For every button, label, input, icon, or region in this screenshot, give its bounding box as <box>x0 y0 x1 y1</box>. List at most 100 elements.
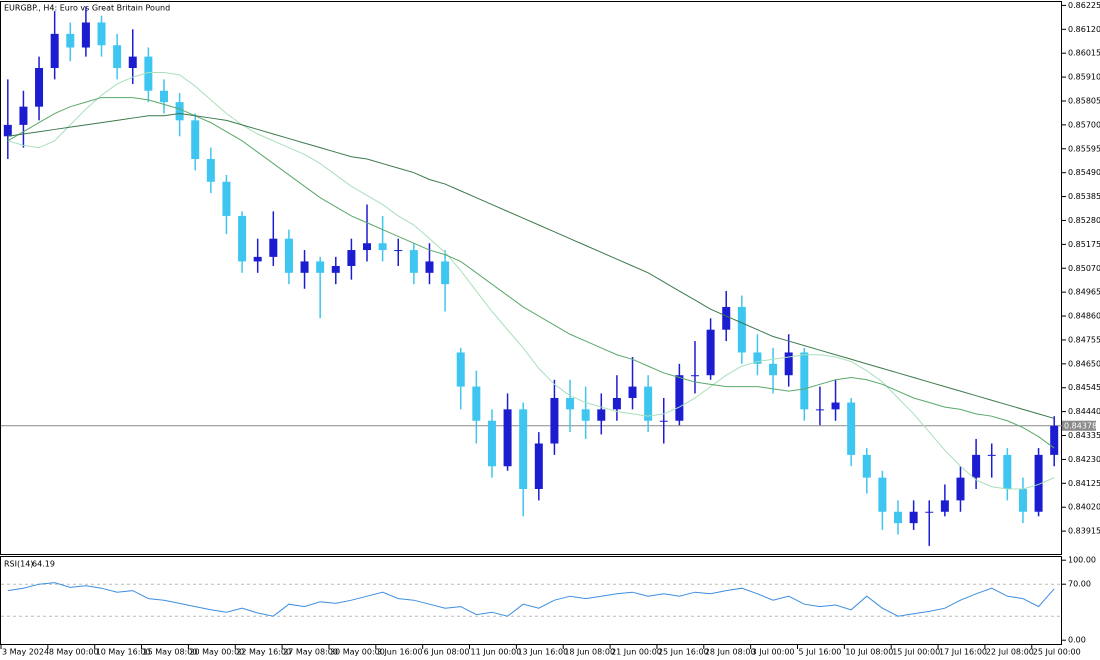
y-tick-label: 0.85700 <box>1068 120 1100 129</box>
y-tick-label: 0.84440 <box>1068 407 1100 416</box>
candle-body <box>690 375 699 377</box>
candle-body <box>1050 425 1059 455</box>
candle-body <box>909 511 918 524</box>
rsi-line <box>7 582 1055 617</box>
y-tick-label: 0.85595 <box>1068 144 1100 153</box>
candle-body <box>862 454 871 478</box>
candle-body <box>97 22 106 46</box>
y-tick-label: 0.86015 <box>1068 49 1100 58</box>
candle-body <box>81 22 90 48</box>
candle-body <box>175 102 184 121</box>
rsi-value: 64.19 <box>32 560 55 569</box>
candle-body <box>269 238 278 257</box>
y-tick-label: 0.84860 <box>1068 312 1100 321</box>
x-tick-label: 27 May 08:00 <box>283 648 338 657</box>
candle-body <box>878 477 887 512</box>
y-tick-label: 0.84965 <box>1068 288 1100 297</box>
candle-body <box>206 159 215 182</box>
moving-average <box>7 113 1055 419</box>
y-tick-label: 0.84335 <box>1068 431 1100 440</box>
candle-body <box>3 124 12 137</box>
candle-body <box>612 397 621 410</box>
candle-body <box>284 238 293 273</box>
candle-body <box>316 261 325 273</box>
y-tick-label: 0.86120 <box>1068 25 1100 34</box>
candle-body <box>581 409 590 421</box>
candle-body <box>19 106 28 125</box>
x-tick-label: 22 Jul 08:00 <box>986 648 1034 657</box>
x-tick-label: 17 Jul 16:00 <box>939 648 987 657</box>
candle-body <box>987 454 996 456</box>
y-tick-label: 0.85280 <box>1068 216 1100 225</box>
y-tick-label: 0.84230 <box>1068 455 1100 464</box>
y-tick-label: 0.85910 <box>1068 73 1100 82</box>
candle-body <box>1034 454 1043 512</box>
candle-body <box>847 402 856 455</box>
x-tick-label: 13 Jun 16:00 <box>517 648 568 657</box>
candle-body <box>238 215 247 262</box>
candle-body <box>425 261 434 273</box>
candle-body <box>487 420 496 467</box>
candle-body <box>675 375 684 421</box>
x-tick-label: 30 May 00:00 <box>330 648 385 657</box>
candle-body <box>644 386 653 421</box>
y-tick-label: 0.84020 <box>1068 503 1100 512</box>
rsi-y-tick-label: 70.00 <box>1068 580 1091 589</box>
y-tick-label: 0.84125 <box>1068 479 1100 488</box>
moving-average <box>7 72 1055 490</box>
candle-body <box>894 511 903 524</box>
y-tick-label: 0.83915 <box>1068 527 1100 536</box>
candle-body <box>722 306 731 330</box>
candle-body <box>144 56 153 91</box>
candle-body <box>550 397 559 444</box>
candle-body <box>191 120 200 160</box>
rsi-frame <box>0 556 1062 645</box>
current-price-box <box>1062 420 1096 431</box>
x-tick-label: 6 Jun 08:00 <box>424 648 470 657</box>
candle-body <box>753 352 762 364</box>
candle-body <box>347 250 356 266</box>
x-tick-label: 3 Jun 16:00 <box>377 648 423 657</box>
x-tick-label: 20 May 00:00 <box>189 648 244 657</box>
x-tick-label: 10 Jul 08:00 <box>845 648 893 657</box>
x-tick-label: 15 Jul 00:00 <box>892 648 940 657</box>
x-tick-label: 22 May 16:00 <box>236 648 291 657</box>
x-tick-label: 3 May 2024 <box>2 648 49 657</box>
candle-body <box>394 250 403 252</box>
moving-average <box>7 97 1055 449</box>
x-tick-label: 25 Jul 00:00 <box>1033 648 1081 657</box>
x-tick-label: 28 Jun 08:00 <box>705 648 756 657</box>
y-tick-label: 0.86225 <box>1068 1 1100 10</box>
x-tick-label: 5 Jul 16:00 <box>799 648 842 657</box>
candle-body <box>159 90 168 103</box>
candle-body <box>35 67 44 107</box>
candle-body <box>925 511 934 513</box>
candle-body <box>534 443 543 490</box>
x-tick-label: 11 Jun 00:00 <box>471 648 522 657</box>
candle-body <box>50 33 59 68</box>
x-tick-label: 25 Jun 16:00 <box>658 648 709 657</box>
candle-body <box>972 454 981 478</box>
candle-body <box>300 261 309 273</box>
candle-body <box>815 409 824 411</box>
rsi-y-tick-label: 0.00 <box>1068 636 1086 645</box>
candle-body <box>940 500 949 512</box>
chart-title: EURGBP., H4: Euro vs Great Britain Pound <box>4 4 170 13</box>
candle-body <box>253 256 262 262</box>
x-tick-label: 3 Jul 00:00 <box>752 648 795 657</box>
candle-body <box>113 45 122 68</box>
candle-body <box>1018 489 1027 512</box>
candle-body <box>784 352 793 376</box>
x-tick-label: 18 Jun 08:00 <box>564 648 615 657</box>
y-tick-label: 0.85070 <box>1068 264 1100 273</box>
x-tick-label: 10 May 16:00 <box>96 648 151 657</box>
candle-body <box>956 477 965 501</box>
candle-body <box>706 329 715 376</box>
candle-body <box>378 243 387 251</box>
candle-body <box>566 397 575 410</box>
candle-body <box>128 56 137 68</box>
candle-body <box>659 420 668 422</box>
candle-body <box>222 181 231 216</box>
